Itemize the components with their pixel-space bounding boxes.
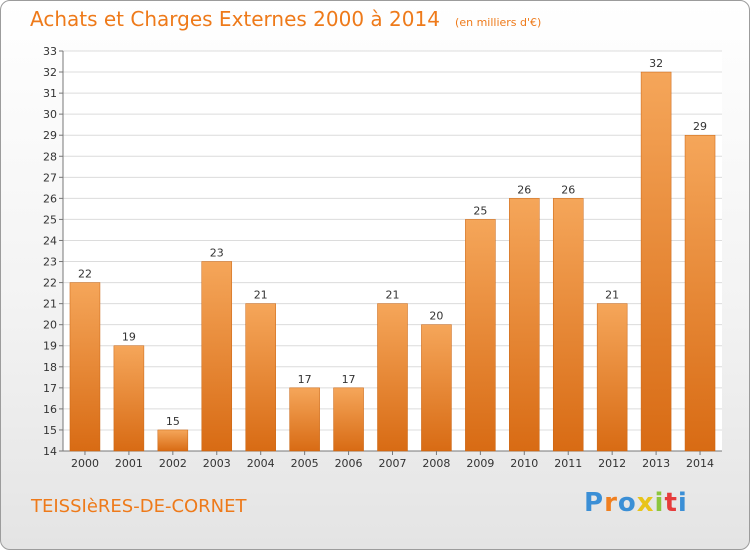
logo-letter: i: [654, 488, 665, 518]
y-tick-label: 23: [43, 256, 57, 269]
x-tick-label: 2009: [466, 457, 494, 470]
x-tick-label: 2006: [335, 457, 363, 470]
bar: [201, 261, 233, 452]
y-tick-label: 32: [43, 66, 57, 79]
x-tick-label: 2011: [554, 457, 582, 470]
x-tick-label: 2013: [642, 457, 670, 470]
y-tick-label: 24: [43, 234, 57, 247]
y-tick-label: 14: [43, 445, 57, 458]
data-label: 17: [342, 373, 356, 386]
logo-letter: r: [604, 488, 618, 518]
logo-letter: o: [617, 488, 637, 518]
logo-letter: i: [677, 488, 688, 518]
x-tick-label: 2012: [598, 457, 626, 470]
data-label: 22: [78, 268, 92, 281]
y-tick-label: 27: [43, 171, 57, 184]
bar: [465, 219, 496, 452]
bar: [640, 71, 672, 452]
y-tick-label: 30: [43, 108, 57, 121]
bar: [377, 303, 408, 452]
data-label: 21: [386, 289, 400, 302]
y-tick-label: 16: [43, 403, 57, 416]
y-tick-label: 26: [43, 192, 57, 205]
y-tick-label: 20: [43, 319, 57, 332]
x-tick-label: 2000: [71, 457, 99, 470]
y-tick-label: 17: [43, 382, 57, 395]
y-tick-label: 25: [43, 213, 57, 226]
data-label: 17: [298, 373, 312, 386]
bar: [113, 345, 145, 452]
x-tick-label: 2004: [247, 457, 275, 470]
data-label: 23: [210, 247, 224, 260]
y-tick-label: 33: [43, 45, 57, 58]
y-tick-label: 21: [43, 298, 57, 311]
y-tick-label: 22: [43, 277, 57, 290]
data-label: 15: [166, 415, 180, 428]
chart-title: Achats et Charges Externes 2000 à 2014: [30, 7, 440, 31]
data-label: 20: [429, 310, 443, 323]
x-tick-label: 2002: [159, 457, 187, 470]
y-tick-label: 18: [43, 361, 57, 374]
y-tick-label: 19: [43, 340, 57, 353]
bar: [552, 198, 584, 452]
data-label: 21: [254, 289, 268, 302]
bar: [509, 198, 540, 452]
x-tick-label: 2001: [115, 457, 143, 470]
title-row: Achats et Charges Externes 2000 à 2014 (…: [30, 7, 541, 31]
bar: [157, 429, 189, 452]
bar: [421, 324, 452, 452]
y-tick-label: 31: [43, 87, 57, 100]
x-tick-label: 2003: [203, 457, 231, 470]
x-tick-label: 2014: [686, 457, 714, 470]
logo-letter: P: [584, 488, 605, 518]
x-tick-label: 2008: [422, 457, 450, 470]
data-label: 29: [693, 120, 707, 133]
x-tick-label: 2007: [379, 457, 407, 470]
proxiti-logo: Proxiti: [584, 488, 688, 518]
bar: [684, 134, 716, 452]
logo-letter: t: [664, 488, 678, 518]
chart-subtitle: (en milliers d'€): [455, 16, 542, 29]
data-label: 21: [605, 289, 619, 302]
bar: [245, 303, 276, 452]
bar: [333, 387, 364, 452]
data-label: 19: [122, 331, 136, 344]
bar: [596, 303, 628, 452]
bar: [289, 387, 320, 452]
y-tick-label: 29: [43, 129, 57, 142]
place-name: TEISSIèRES-DE-CORNET: [31, 496, 247, 517]
logo-letter: x: [636, 488, 655, 518]
data-label: 25: [473, 204, 487, 217]
data-label: 26: [517, 183, 531, 196]
data-label: 26: [561, 183, 575, 196]
x-tick-label: 2005: [291, 457, 319, 470]
data-label: 32: [649, 57, 663, 70]
y-tick-label: 28: [43, 150, 57, 163]
x-tick-label: 2010: [510, 457, 538, 470]
y-tick-label: 15: [43, 424, 57, 437]
bar: [69, 282, 101, 452]
